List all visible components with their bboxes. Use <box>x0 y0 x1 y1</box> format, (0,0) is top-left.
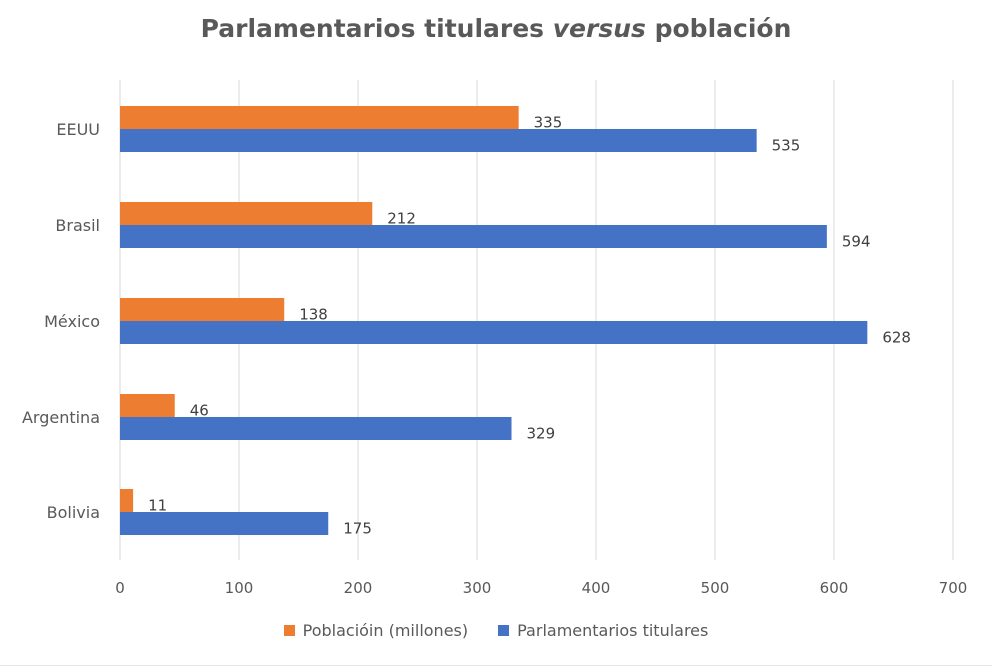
data-label: 138 <box>299 306 328 324</box>
x-tick-label: 700 <box>939 579 968 597</box>
x-tick-label: 500 <box>701 579 730 597</box>
x-tick-label: 100 <box>225 579 254 597</box>
bar-poblacion <box>120 298 285 321</box>
y-axis-categories: EEUU Brasil México Argentina Bolivia <box>22 120 100 522</box>
x-tick-label: 200 <box>344 579 373 597</box>
bottom-divider <box>0 665 992 666</box>
x-tick-label: 400 <box>582 579 611 597</box>
chart-title: Parlamentarios titulares versus població… <box>0 14 992 43</box>
data-label: 11 <box>148 497 167 515</box>
bar-poblacion <box>120 394 175 417</box>
legend-item-poblacion: Poblacióin (millones) <box>283 621 469 640</box>
data-label: 175 <box>343 520 372 538</box>
legend-label-parlamentarios: Parlamentarios titulares <box>517 621 709 640</box>
chart-title-part3: población <box>645 14 792 43</box>
y-category-label: EEUU <box>56 120 100 139</box>
chart-title-part1: Parlamentarios titulares <box>200 14 553 43</box>
data-label: 46 <box>190 402 209 420</box>
legend-swatch-parlamentarios <box>498 625 510 636</box>
bar-parlamentarios <box>120 417 512 440</box>
bar-poblacion <box>120 202 373 225</box>
legend-item-parlamentarios: Parlamentarios titulares <box>498 621 708 640</box>
legend: Poblacióin (millones) Parlamentarios tit… <box>0 621 992 640</box>
data-label: 212 <box>387 210 416 228</box>
y-category-label: Bolivia <box>47 503 100 522</box>
bar-parlamentarios <box>120 225 827 248</box>
bars <box>120 106 868 535</box>
bar-parlamentarios <box>120 129 757 152</box>
chart-title-italic: versus <box>552 14 646 43</box>
data-labels: 335 535 212 594 138 628 46 329 11 175 <box>148 114 911 538</box>
y-category-label: Brasil <box>55 216 100 235</box>
x-axis-ticks: 0 100 200 300 400 500 600 700 <box>115 579 967 597</box>
data-label: 535 <box>772 137 801 155</box>
data-label: 594 <box>842 233 871 251</box>
y-category-label: México <box>44 312 100 331</box>
legend-swatch-poblacion <box>283 625 295 636</box>
gridlines <box>119 80 954 560</box>
bar-parlamentarios <box>120 321 868 344</box>
data-label: 628 <box>882 329 911 347</box>
bar-poblacion <box>120 106 519 129</box>
data-label: 335 <box>534 114 563 132</box>
legend-label-poblacion: Poblacióin (millones) <box>302 621 469 640</box>
x-tick-label: 300 <box>463 579 492 597</box>
data-label: 329 <box>527 425 556 443</box>
x-tick-label: 600 <box>820 579 849 597</box>
bar-parlamentarios <box>120 512 329 535</box>
x-tick-label: 0 <box>115 579 125 597</box>
y-category-label: Argentina <box>22 408 100 427</box>
bar-poblacion <box>120 489 134 512</box>
